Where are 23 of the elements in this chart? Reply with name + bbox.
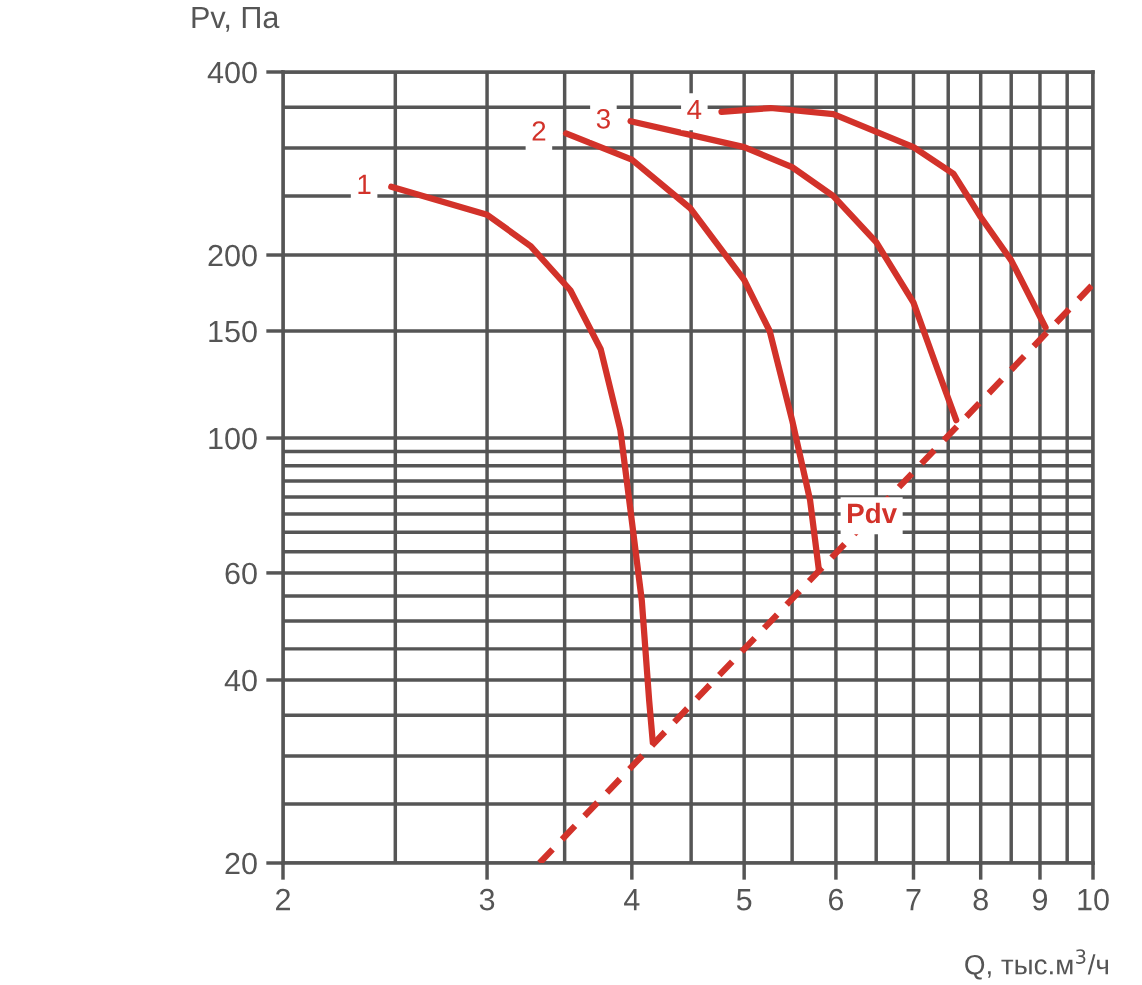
x-tick-label: 5 <box>736 889 752 911</box>
x-tick-label: 8 <box>973 888 988 911</box>
y-tick-label: 200 <box>208 244 257 267</box>
x-tick-label: 9 <box>1032 888 1048 911</box>
y-tick-label: 40 <box>224 669 257 692</box>
x-tick-label: 7 <box>906 889 921 911</box>
x-tick-label: 4 <box>624 889 640 911</box>
y-tick-label: 100 <box>209 427 257 450</box>
y-tick-label: 60 <box>225 562 257 585</box>
y-tick-label: 150 <box>209 320 257 343</box>
x-tick-label: 3 <box>479 888 495 911</box>
series-label: 1 <box>358 174 371 194</box>
x-tick-label: 6 <box>828 888 844 911</box>
series-label: 2 <box>532 121 546 141</box>
y-tick-label: 400 <box>207 61 257 84</box>
y-axis-title: Pv, Па <box>192 6 280 32</box>
x-tick-label: 2 <box>276 888 290 911</box>
series-label: 3 <box>596 108 610 129</box>
y-tick-label: 20 <box>225 852 257 875</box>
x-tick-label: 10 <box>1078 888 1109 911</box>
series-label: 4 <box>687 99 702 120</box>
x-axis-title: Q, тыс.м$^{3}$/ч <box>965 949 1108 980</box>
series-label: Pdv <box>848 502 897 524</box>
